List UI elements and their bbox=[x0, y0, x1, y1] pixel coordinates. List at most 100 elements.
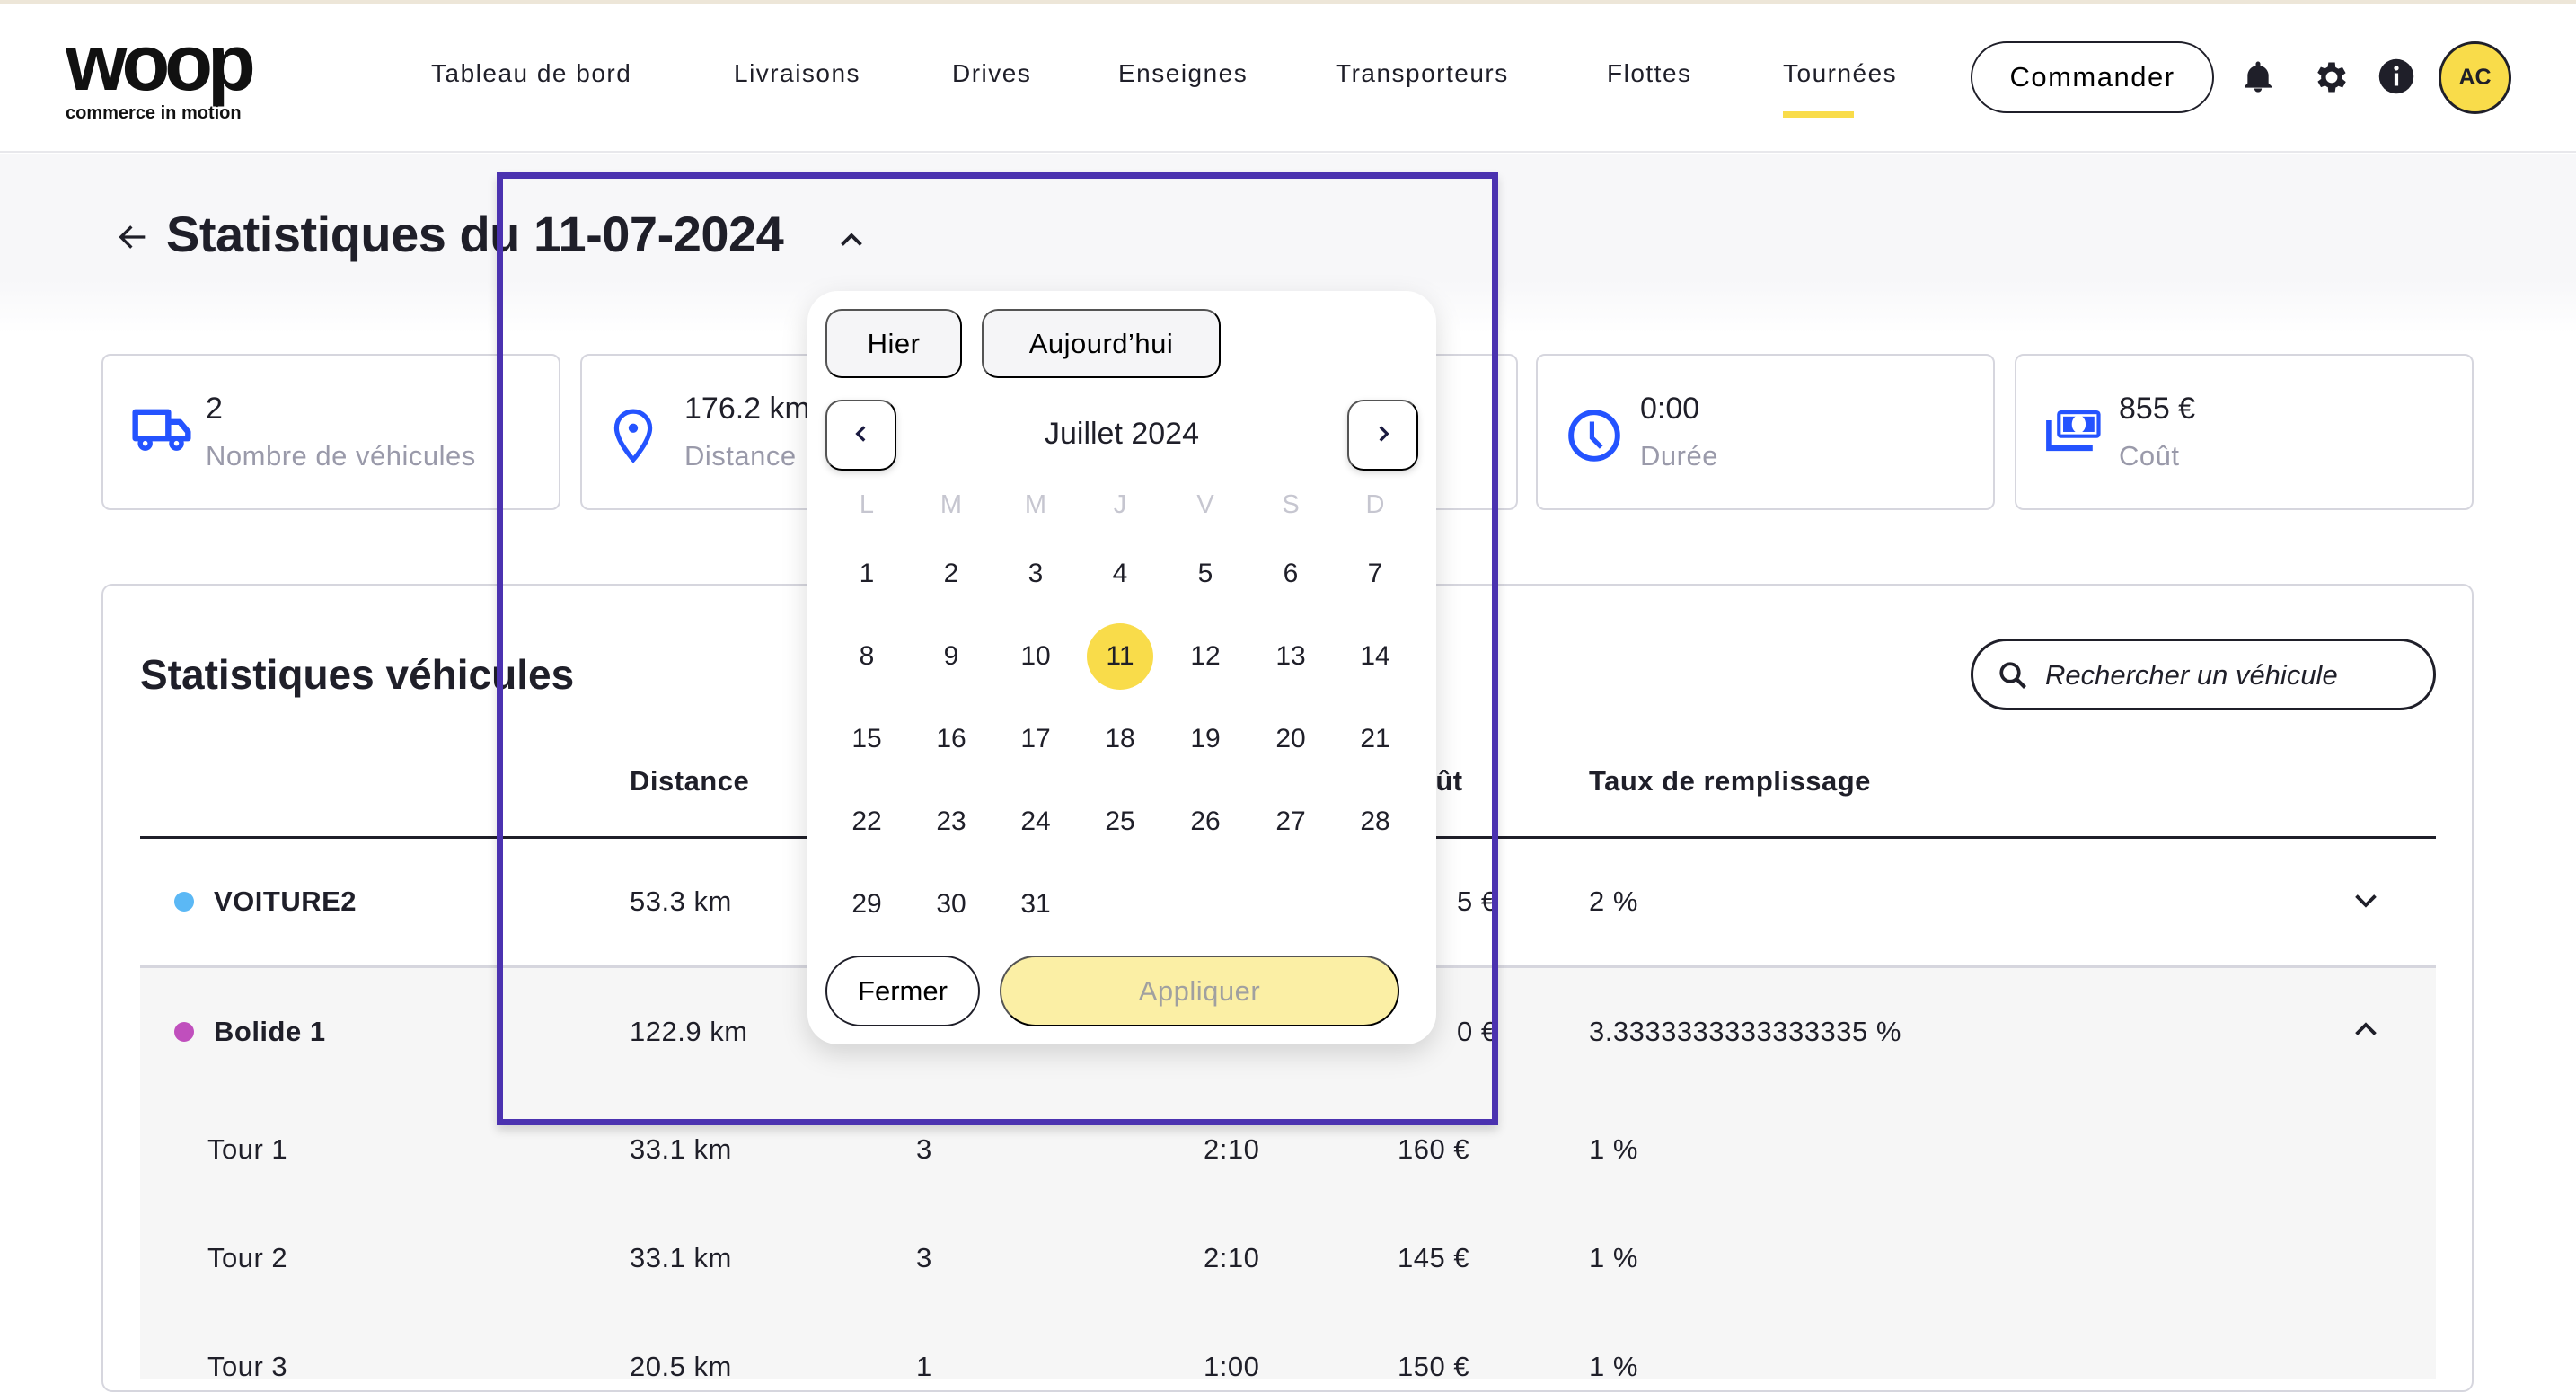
calendar-day[interactable]: 22 bbox=[851, 806, 882, 836]
tour-cost: 160 € bbox=[1398, 1133, 1470, 1165]
pin-icon bbox=[611, 408, 656, 468]
close-button[interactable]: Fermer bbox=[825, 956, 980, 1026]
calendar-day[interactable]: 18 bbox=[1105, 724, 1135, 753]
calendar-day[interactable]: 23 bbox=[936, 806, 966, 836]
tour-name: Tour 2 bbox=[207, 1242, 288, 1273]
chevron-left-icon bbox=[850, 422, 873, 448]
stat-label: Nombre de véhicules bbox=[206, 440, 476, 471]
calendar-day[interactable]: 19 bbox=[1190, 724, 1221, 753]
calendar-day[interactable]: 3 bbox=[1028, 559, 1044, 588]
tour-fill-rate: 1 % bbox=[1589, 1351, 1638, 1382]
calendar-day[interactable]: 20 bbox=[1275, 724, 1306, 753]
stat-label: Durée bbox=[1640, 440, 1718, 471]
chevron-down-icon[interactable] bbox=[2350, 884, 2382, 921]
month-label: Juillet 2024 bbox=[1044, 417, 1199, 451]
nav-drives[interactable]: Drives bbox=[952, 59, 1032, 87]
nav-transporteurs[interactable]: Transporteurs bbox=[1336, 59, 1509, 87]
nav-enseignes[interactable]: Enseignes bbox=[1118, 59, 1248, 87]
calendar-day[interactable]: 28 bbox=[1360, 806, 1390, 836]
tour-cost: 145 € bbox=[1398, 1242, 1470, 1273]
money-icon bbox=[2045, 408, 2104, 457]
calendar-day[interactable]: 1 bbox=[859, 559, 875, 588]
tour-duration: 2:10 bbox=[1204, 1242, 1260, 1273]
tour-fill-rate: 1 % bbox=[1589, 1242, 1638, 1273]
calendar-day[interactable]: 10 bbox=[1020, 641, 1051, 671]
calendar-day[interactable]: 24 bbox=[1020, 806, 1051, 836]
vehicle-search-input[interactable] bbox=[2045, 657, 2413, 693]
chevron-up-icon[interactable] bbox=[2350, 1014, 2382, 1051]
gear-icon[interactable] bbox=[2312, 57, 2351, 101]
calendar-day[interactable]: 26 bbox=[1190, 806, 1221, 836]
calendar-day[interactable]: 14 bbox=[1360, 641, 1390, 671]
highlight-frame bbox=[497, 172, 1498, 1125]
calendar-day-selected[interactable]: 11 bbox=[1087, 623, 1153, 690]
vehicle-color-dot bbox=[174, 1022, 194, 1042]
tour-name: Tour 3 bbox=[207, 1351, 288, 1382]
nav-tourn-es[interactable]: Tournées bbox=[1783, 59, 1898, 87]
stat-card: 2 Nombre de véhicules bbox=[101, 354, 560, 510]
clock-icon bbox=[1566, 408, 1622, 468]
yesterday-button[interactable]: Hier bbox=[825, 309, 962, 378]
woop-logo[interactable]: woop commerce in motion bbox=[65, 18, 326, 128]
tour-distance: 20.5 km bbox=[630, 1351, 732, 1382]
search-icon bbox=[1997, 659, 2029, 696]
commander-button[interactable]: Commander bbox=[1971, 41, 2214, 113]
tour-count: 3 bbox=[916, 1133, 932, 1165]
calendar-day[interactable]: 7 bbox=[1367, 559, 1383, 588]
tour-distance: 33.1 km bbox=[630, 1242, 732, 1273]
back-arrow-icon[interactable] bbox=[115, 219, 151, 260]
user-avatar[interactable]: AC bbox=[2439, 41, 2511, 114]
next-month-button[interactable] bbox=[1347, 400, 1418, 471]
calendar-day[interactable]: 12 bbox=[1190, 641, 1221, 671]
calendar-day[interactable]: 30 bbox=[936, 889, 966, 919]
tour-cost: 150 € bbox=[1398, 1351, 1470, 1382]
weekday-label: M bbox=[1024, 490, 1047, 519]
today-button[interactable]: Aujourd’hui bbox=[982, 309, 1221, 378]
tour-duration: 2:10 bbox=[1204, 1133, 1260, 1165]
stat-label: Coût bbox=[2119, 440, 2180, 471]
tour-count: 3 bbox=[916, 1242, 932, 1273]
weekday-label: S bbox=[1282, 490, 1300, 519]
column-header: Taux de remplissage bbox=[1589, 765, 1871, 797]
weekday-label: M bbox=[940, 490, 963, 519]
vehicle-name: VOITURE2 bbox=[214, 885, 357, 917]
truck-icon bbox=[132, 408, 191, 457]
info-icon[interactable] bbox=[2378, 57, 2415, 100]
calendar-day[interactable]: 6 bbox=[1283, 559, 1299, 588]
vehicle-cost: 0 € bbox=[1457, 1016, 1497, 1047]
stat-card: 0:00 Durée bbox=[1536, 354, 1995, 510]
vehicle-fill-rate: 3.3333333333333335 % bbox=[1589, 1016, 1901, 1047]
stat-card: 855 € Coût bbox=[2015, 354, 2474, 510]
prev-month-button[interactable] bbox=[825, 400, 896, 471]
bell-icon[interactable] bbox=[2240, 57, 2276, 101]
calendar-day[interactable]: 27 bbox=[1275, 806, 1306, 836]
calendar-day[interactable]: 8 bbox=[859, 641, 875, 671]
vehicle-search[interactable] bbox=[1971, 639, 2436, 710]
calendar-day[interactable]: 31 bbox=[1020, 889, 1051, 919]
calendar-day[interactable]: 25 bbox=[1105, 806, 1135, 836]
nav-flottes[interactable]: Flottes bbox=[1607, 59, 1692, 87]
nav-livraisons[interactable]: Livraisons bbox=[734, 59, 861, 87]
calendar-day[interactable]: 21 bbox=[1360, 724, 1390, 753]
stat-value: 855 € bbox=[2119, 392, 2196, 426]
weekday-label: V bbox=[1196, 490, 1214, 519]
vehicle-distance: 53.3 km bbox=[630, 885, 732, 917]
calendar-day[interactable]: 16 bbox=[936, 724, 966, 753]
weekday-label: D bbox=[1365, 490, 1385, 519]
calendar-day[interactable]: 4 bbox=[1112, 559, 1128, 588]
calendar-day[interactable]: 13 bbox=[1275, 641, 1306, 671]
tour-name: Tour 1 bbox=[207, 1133, 288, 1165]
calendar-day[interactable]: 2 bbox=[943, 559, 959, 588]
calendar-day[interactable]: 5 bbox=[1197, 559, 1213, 588]
calendar-day[interactable]: 15 bbox=[851, 724, 882, 753]
page-title: Statistiques du 11-07-2024 bbox=[166, 206, 784, 262]
svg-text:commerce in motion: commerce in motion bbox=[66, 103, 242, 123]
apply-button[interactable]: Appliquer bbox=[1000, 956, 1399, 1026]
chevron-up-icon[interactable] bbox=[835, 225, 868, 261]
active-nav-underline bbox=[1783, 111, 1854, 118]
nav-tableau-de-bord[interactable]: Tableau de bord bbox=[431, 59, 632, 87]
calendar-day[interactable]: 17 bbox=[1020, 724, 1051, 753]
weekday-label: L bbox=[859, 490, 875, 519]
calendar-day[interactable]: 9 bbox=[943, 641, 959, 671]
calendar-day[interactable]: 29 bbox=[851, 889, 882, 919]
